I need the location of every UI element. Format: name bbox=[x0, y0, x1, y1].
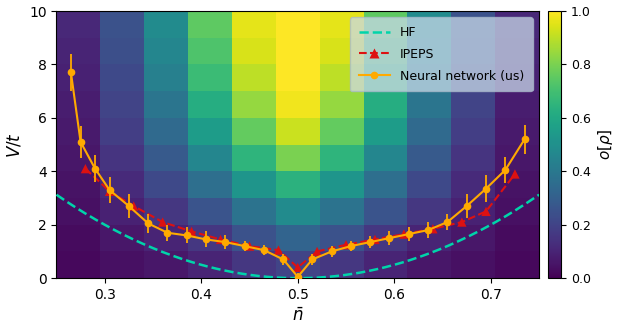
Y-axis label: $o[\rho]$: $o[\rho]$ bbox=[596, 129, 616, 161]
Point bbox=[80, 166, 90, 171]
Legend: HF, IPEPS, Neural network (us): HF, IPEPS, Neural network (us) bbox=[350, 17, 533, 91]
Point bbox=[341, 242, 351, 248]
Point bbox=[399, 231, 409, 237]
Y-axis label: $V/t$: $V/t$ bbox=[6, 132, 24, 158]
X-axis label: $\bar{n}$: $\bar{n}$ bbox=[292, 307, 303, 325]
Point bbox=[481, 209, 491, 214]
Point bbox=[186, 229, 196, 234]
Point bbox=[428, 226, 438, 231]
Point bbox=[244, 244, 255, 249]
Point bbox=[312, 249, 322, 254]
Point bbox=[370, 237, 380, 242]
Point bbox=[129, 203, 139, 209]
Point bbox=[216, 237, 226, 242]
Point bbox=[510, 171, 520, 177]
Point bbox=[157, 219, 168, 225]
Point bbox=[457, 219, 467, 225]
Point bbox=[104, 189, 115, 194]
Point bbox=[273, 248, 284, 253]
Point bbox=[292, 265, 303, 270]
